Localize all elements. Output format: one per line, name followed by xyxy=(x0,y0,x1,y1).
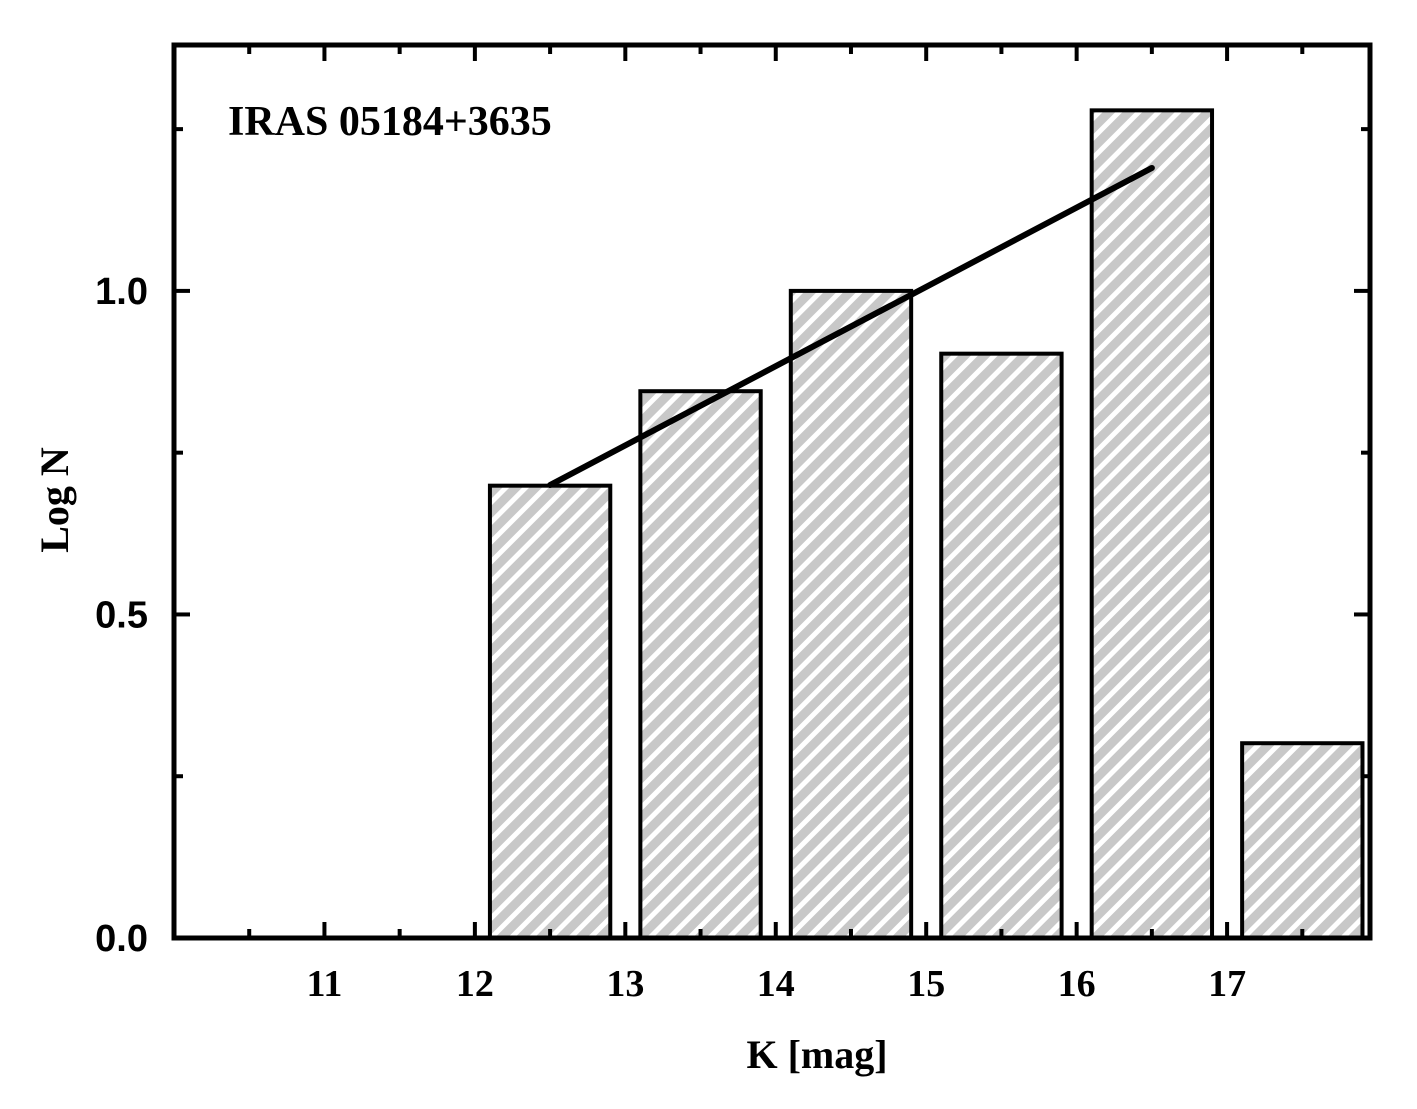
bar-2 xyxy=(638,389,763,940)
y-axis-title: Log N xyxy=(32,447,77,553)
x-tick-label: 11 xyxy=(306,963,342,1005)
x-tick-label: 12 xyxy=(456,963,494,1005)
plot-frame xyxy=(171,42,1373,941)
tick-labels: 11 12 13 14 15 16 17 0.0 0.5 1.0 xyxy=(95,271,1246,1005)
bar-6 xyxy=(1240,741,1365,941)
x-axis-title: K [mag] xyxy=(746,1032,887,1077)
ticks xyxy=(174,45,1370,940)
x-tick-label: 15 xyxy=(907,963,945,1005)
fit-line-group xyxy=(547,164,1155,489)
chart-annotation: IRAS 05184+3635 xyxy=(228,99,552,145)
bar-3 xyxy=(788,288,914,940)
bar-5 xyxy=(1089,108,1215,941)
bar-4 xyxy=(939,351,1064,940)
x-tick-label: 14 xyxy=(757,963,795,1005)
bar-1 xyxy=(487,483,613,940)
y-tick-label: 0.5 xyxy=(95,594,148,636)
bars xyxy=(487,108,1365,941)
fit-line xyxy=(547,164,1155,489)
x-tick-label: 17 xyxy=(1208,963,1246,1005)
y-tick-label: 1.0 xyxy=(95,271,148,313)
y-tick-label: 0.0 xyxy=(95,918,148,960)
x-tick-label: 13 xyxy=(606,963,644,1005)
x-tick-label: 16 xyxy=(1058,963,1096,1005)
